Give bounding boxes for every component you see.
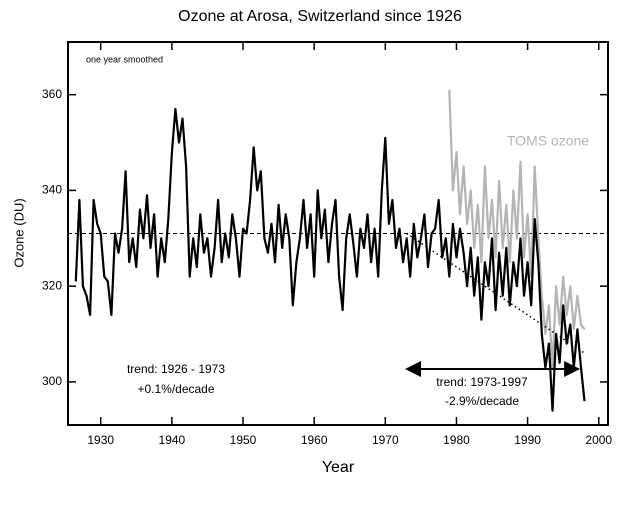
x-tick-label: 1970 (372, 433, 399, 447)
x-tick-label: 1990 (514, 433, 541, 447)
chart-title: Ozone at Arosa, Switzerland since 1926 (178, 8, 462, 25)
annotation: -2.9%/decade (445, 394, 519, 408)
x-tick-label: 2000 (585, 433, 612, 447)
x-tick-label: 1960 (301, 433, 328, 447)
plot-frame (67, 41, 609, 426)
y-axis-label: Ozone (DU) (11, 198, 26, 267)
y-tick-label: 320 (42, 278, 62, 292)
series-line (448, 89, 586, 369)
y-tick-label: 360 (42, 87, 62, 101)
x-tick-label: 1950 (230, 433, 257, 447)
y-tick-label: 340 (42, 183, 62, 197)
x-tick-label: 1980 (443, 433, 470, 447)
annotation: trend: 1973-1997 (436, 375, 528, 389)
x-axis-label: Year (322, 459, 355, 476)
x-tick-label: 1940 (159, 433, 186, 447)
annotation: one year smoothed (86, 54, 163, 64)
series-label: TOMS ozone (507, 133, 589, 149)
x-tick-label: 1930 (87, 433, 114, 447)
annotation: trend: 1926 - 1973 (127, 362, 225, 376)
series-line (74, 107, 586, 412)
annotation: +0.1%/decade (137, 382, 214, 396)
y-tick-label: 300 (42, 374, 62, 388)
